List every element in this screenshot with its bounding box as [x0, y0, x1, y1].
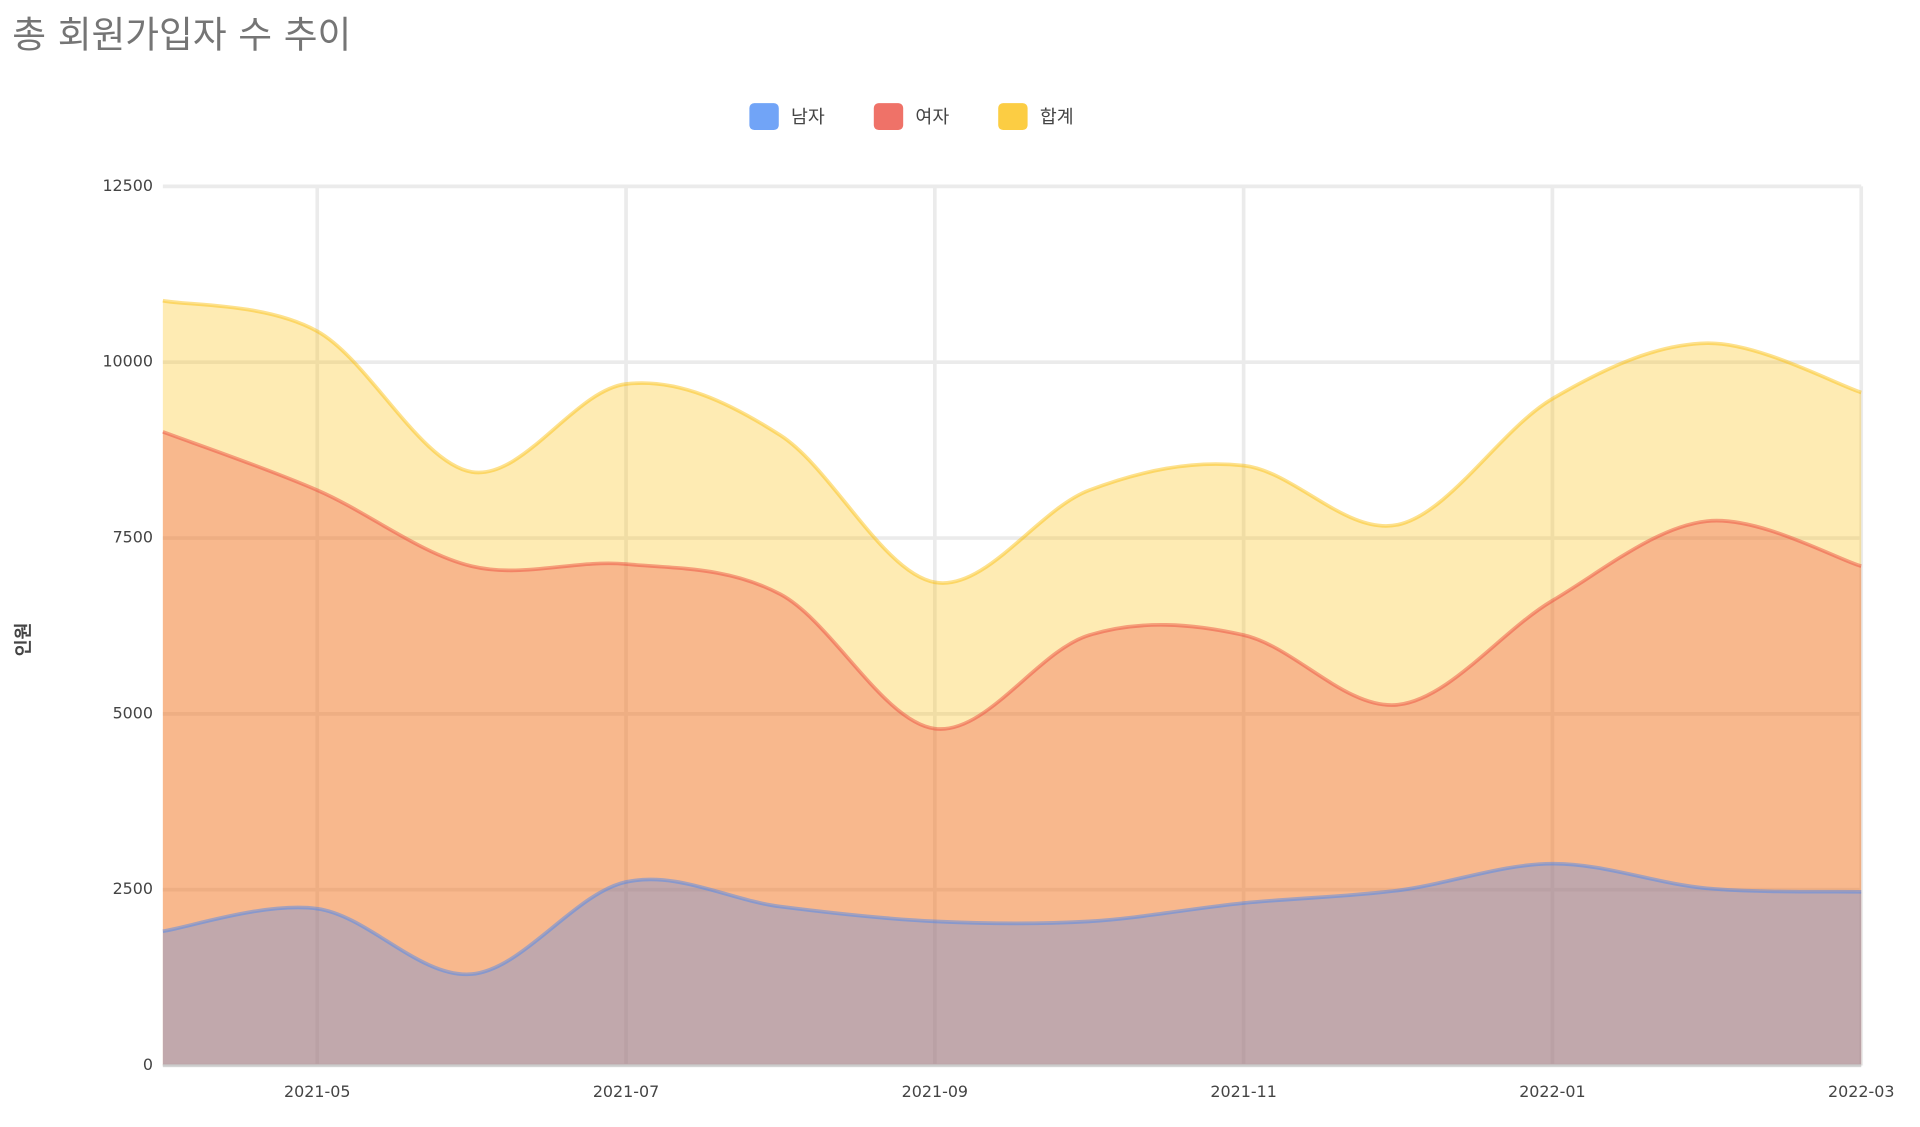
legend-label: 남자: [791, 107, 825, 128]
x-tick-label: 2022-03: [1828, 1082, 1894, 1101]
legend-swatch: [873, 103, 904, 131]
series-line: [162, 861, 1862, 976]
x-tick-label: 2021-07: [593, 1082, 659, 1101]
legend-label: 여자: [915, 107, 949, 128]
y-tick-label: 0: [143, 1055, 153, 1074]
legend-label: 합계: [1040, 107, 1074, 128]
legend-swatch: [749, 103, 779, 131]
x-tick-label: 2021-05: [284, 1082, 350, 1101]
x-tick-label: 2022-01: [1519, 1082, 1585, 1101]
y-tick-label: 7500: [113, 528, 153, 547]
x-tick-label: 2021-11: [1210, 1082, 1276, 1101]
y-tick-label: 10000: [102, 352, 153, 371]
area: [162, 431, 1862, 1066]
y-axis-label: 인원: [13, 623, 34, 657]
area: [162, 863, 1862, 1066]
y-tick-label: 5000: [113, 703, 153, 722]
area: [162, 300, 1862, 1066]
legend: 남자 여자 합계: [749, 103, 1074, 131]
legend-swatch: [998, 103, 1028, 131]
y-tick-label: 2500: [113, 879, 153, 898]
series-line: [162, 298, 1862, 585]
y-tick-label: 12500: [102, 176, 153, 195]
chart-title: 총 회원가입자 수 추이: [12, 13, 351, 56]
x-tick-label: 2021-09: [902, 1082, 968, 1101]
series-line: [162, 430, 1862, 731]
